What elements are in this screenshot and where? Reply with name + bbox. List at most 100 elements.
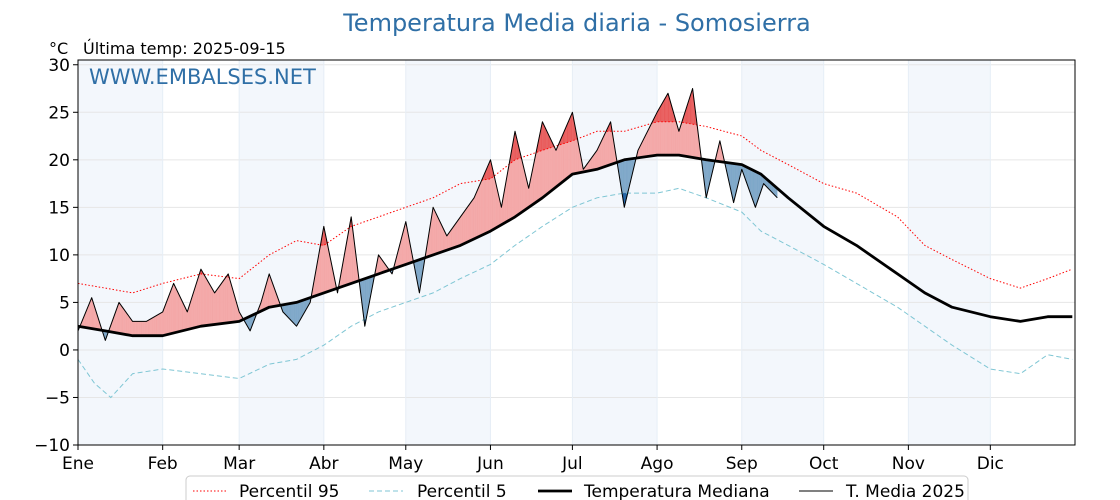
y-tick-label: −10 <box>34 436 70 456</box>
fill-above-p95 <box>570 112 573 142</box>
y-tick-label: −5 <box>45 388 70 408</box>
legend-box <box>185 475 969 500</box>
fill-above-median <box>198 273 200 328</box>
fill-above-median <box>452 225 454 249</box>
fill-above-median <box>208 282 211 326</box>
fill-above-median <box>555 147 558 188</box>
fill-above-median <box>558 140 561 186</box>
legend-label-p5: Percentil 5 <box>417 482 507 500</box>
fill-above-median <box>202 270 204 327</box>
x-tick-label: Feb <box>148 454 178 474</box>
fill-above-median <box>439 221 442 253</box>
y-unit-label: °C <box>49 39 68 58</box>
fill-above-median <box>442 227 445 252</box>
fill-below-median <box>296 301 299 327</box>
fill-above-median <box>462 210 465 245</box>
fill-above-median <box>140 321 143 336</box>
fill-above-median <box>121 305 124 335</box>
y-tick-label: 25 <box>48 103 70 123</box>
month-band <box>908 60 991 445</box>
x-tick-label: Abr <box>309 454 338 474</box>
x-tick-label: Jul <box>561 454 583 474</box>
legend-label-2025: T. Media 2025 <box>845 482 965 500</box>
y-tick-label: 0 <box>59 341 70 361</box>
legend-label-median: Temperatura Mediana <box>583 482 770 500</box>
fill-above-median <box>219 282 222 324</box>
fill-above-median <box>520 154 523 214</box>
fill-above-median <box>120 303 122 334</box>
fill-above-median <box>222 279 225 324</box>
fill-above-median <box>199 269 202 327</box>
fill-above-median <box>167 294 170 335</box>
x-tick-label: Sep <box>726 454 758 474</box>
fill-above-median <box>453 223 456 248</box>
fill-above-median <box>163 304 166 336</box>
fill-above-median <box>214 290 217 325</box>
fill-above-p95 <box>691 88 693 125</box>
y-tick-label: 20 <box>48 151 70 171</box>
y-axis: −10 −5 0 5 10 15 20 25 30 <box>34 56 78 456</box>
fill-above-median <box>551 141 554 191</box>
x-tick-label: May <box>388 454 423 474</box>
fill-below-median <box>752 169 755 204</box>
series-line-median <box>77 153 1073 338</box>
fill-below-median <box>297 301 300 325</box>
fill-above-median <box>450 227 453 249</box>
fill-above-median <box>226 273 229 324</box>
fill-above-median <box>225 275 228 324</box>
month-band <box>741 60 824 445</box>
fill-above-median <box>460 214 462 246</box>
fill-above-p95 <box>542 121 544 151</box>
fill-above-p95 <box>666 92 669 122</box>
fill-above-median <box>139 321 141 336</box>
y-tick-label: 10 <box>48 246 70 266</box>
fill-above-median <box>469 201 472 242</box>
month-bands <box>78 60 991 445</box>
fill-above-median <box>195 281 197 328</box>
x-tick-label: Mar <box>223 454 255 474</box>
fill-above-median <box>176 289 178 333</box>
fill-above-median <box>158 313 161 336</box>
fill-above-median <box>681 118 684 156</box>
fill-above-median <box>90 297 92 329</box>
fill-above-median <box>647 128 650 157</box>
fill-above-median <box>132 321 135 336</box>
fill-above-median <box>152 316 155 336</box>
fill-above-median <box>482 175 484 236</box>
fill-above-median <box>136 321 139 336</box>
fill-above-median <box>177 291 180 333</box>
fill-above-median <box>461 212 464 245</box>
fill-above-median <box>475 191 477 239</box>
x-axis: Ene Feb Mar Abr May Jun Jul Ago Sep Oct Nov Dic <box>62 445 1004 474</box>
fill-above-median <box>135 321 137 336</box>
fill-above-median <box>161 311 163 336</box>
fill-above-median <box>521 159 524 213</box>
fill-above-p95 <box>665 95 667 122</box>
fill-below-median <box>293 302 296 326</box>
fill-above-median <box>147 319 150 336</box>
fill-above-median <box>471 199 473 241</box>
fill-above-median <box>127 313 129 336</box>
fill-above-median <box>211 287 214 325</box>
fill-above-median <box>438 218 441 254</box>
fill-above-median <box>472 197 475 240</box>
legend-label-p95: Percentil 95 <box>239 482 339 500</box>
fill-above-median <box>594 151 596 171</box>
fill-above-median <box>155 314 158 336</box>
fill-above-median <box>598 144 600 170</box>
fill-above-median <box>131 319 133 336</box>
fill-above-median <box>432 207 435 256</box>
month-band <box>78 60 163 445</box>
fill-above-median <box>464 208 467 244</box>
fill-above-median <box>150 317 152 336</box>
fill-above-median <box>206 278 208 326</box>
fill-above-median <box>157 314 159 336</box>
fill-above-median <box>446 233 449 251</box>
fill-above-median <box>599 141 602 169</box>
fill-below-median <box>289 303 292 321</box>
fill-below-median <box>292 302 294 324</box>
fill-above-median <box>183 303 185 331</box>
x-tick-label: Nov <box>892 454 925 474</box>
month-band <box>405 60 491 445</box>
